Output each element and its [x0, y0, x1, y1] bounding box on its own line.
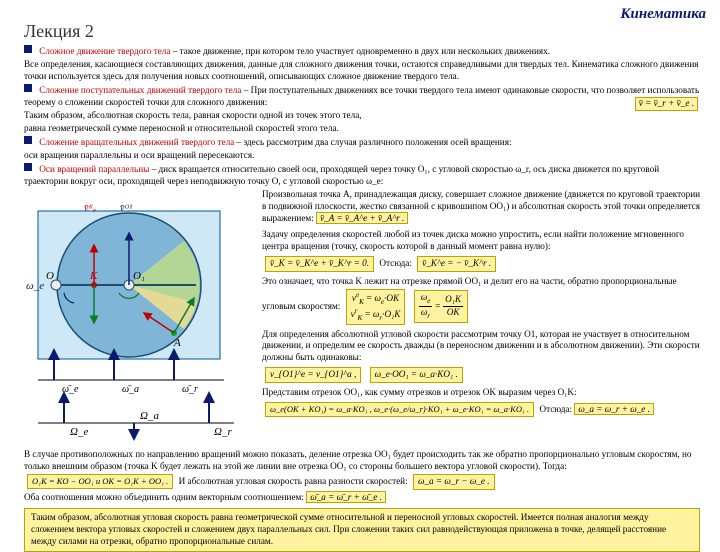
svg-text:v̄ᴼ¹: v̄ᴼ¹: [120, 203, 132, 214]
r3-row: Это означает, что точка K лежит на отрез…: [262, 276, 702, 326]
eq-vec: ω̄_a = ω̄_r + ω̄_e .: [306, 491, 386, 503]
svg-text:Ω_a: Ω_a: [140, 410, 159, 422]
bullet-4: Оси вращений параллельны – диск вращаетс…: [24, 163, 704, 188]
svg-text:Ω_r: Ω_r: [214, 426, 232, 438]
square-bullet-icon: [24, 84, 32, 92]
square-bullet-icon: [24, 163, 32, 171]
r5-eq: ω_e(OK + KO₁) = ω_a·KO₁ , ω_e·(ω_e/ω_r)·…: [262, 401, 702, 418]
eq-long: ω_e(OK + KO₁) = ω_a·KO₁ , ω_e·(ω_e/ω_r)·…: [265, 402, 534, 417]
square-bullet-icon: [24, 45, 32, 53]
b2-head: Сложение поступательных движений твердог…: [39, 85, 241, 95]
p4: оси вращения параллельны и оси вращений …: [24, 150, 704, 162]
eq-vO1b: ω_e·OO₁ = ω_a·KO₁ .: [370, 367, 463, 383]
b3-tail: – здесь рассмотрим два случая различного…: [237, 137, 512, 147]
bullet-2: Сложение поступательных движений твердог…: [24, 84, 704, 109]
eq-diff: ω_a = ω_r − ω_e .: [413, 474, 495, 490]
svg-text:O: O: [46, 270, 54, 282]
eq-sum: ω_a = ω_r + ω_e .: [574, 403, 654, 415]
b1-tail: – такое движение, при котором тело участ…: [173, 46, 550, 56]
eq-frac1: ωeωr = O₁KOK: [414, 290, 468, 323]
r5: Представим отрезок OO₁, как сумму отрезк…: [262, 387, 702, 399]
eq-vK1: v̄_K = v̄_K^e + v̄_K^r = 0.: [265, 256, 374, 272]
square-bullet-icon: [24, 136, 32, 144]
b4-head: Оси вращений параллельны: [39, 164, 149, 174]
r2: Задачу определения скоростей любой из то…: [262, 229, 702, 253]
svg-text:Ω_e: Ω_e: [70, 426, 88, 438]
svg-text:A: A: [173, 337, 181, 349]
b1-head: Сложное движение твердого тела: [39, 46, 170, 56]
svg-text:K: K: [89, 270, 98, 282]
topic-title: Кинематика: [620, 5, 706, 25]
p1: Все определения, касающиеся составляющих…: [24, 59, 704, 83]
eq-prop: veK = ωe·OKvrK = ωr·O₁K: [346, 289, 406, 325]
r2-eq: v̄_K = v̄_K^e + v̄_K^r = 0. Отсюда: v̄_K…: [262, 255, 702, 273]
r1: Произвольная точка A, принадлежащая диск…: [262, 189, 702, 225]
b3-head: Сложение вращательных движений твердого …: [39, 137, 234, 147]
lecture-title: Лекция 2: [24, 20, 710, 43]
eq-vO1a: v_{O1}^e = v_{O1}^a ,: [265, 367, 361, 383]
r4: Для определения абсолютной угловой скоро…: [262, 329, 702, 365]
svg-text:ω̄_a: ω̄_a: [122, 384, 139, 395]
r2a: Отсюда:: [379, 258, 412, 268]
bottom1: В случае противоположных по направлению …: [24, 449, 692, 471]
svg-text:ω̄_r: ω̄_r: [182, 384, 198, 395]
bullet-1: Сложное движение твердого тела – такое д…: [24, 45, 704, 58]
eq-vA: v̄_A = v̄_A^e + v̄_A^r .: [316, 212, 408, 224]
bottom2-row: Оба соотношения можно объединить одним в…: [24, 492, 704, 504]
summary-band: Таким образом, абсолютная угловая скорос…: [24, 508, 700, 552]
bottom2: Оба соотношения можно объединить одним в…: [24, 492, 304, 502]
p3: равна геометрической сумме переносной и …: [24, 123, 704, 135]
svg-text:ω_e: ω_e: [26, 280, 44, 292]
svg-text:v̄ᴷₑ: v̄ᴷₑ: [84, 203, 96, 214]
p2: Таким образом, абсолютная скорость тела,…: [24, 110, 704, 122]
eq-vK2: v̄_K^e = − v̄_K^r .: [417, 256, 496, 272]
right-column: Произвольная точка A, принадлежащая диск…: [262, 189, 702, 418]
bottom1a: И абсолютная угловая скорость равна разн…: [179, 476, 408, 486]
svg-text:O₁: O₁: [133, 270, 145, 282]
bottom1-row: В случае противоположных по направлению …: [24, 449, 704, 491]
r5a: Отсюда:: [539, 404, 572, 414]
r3: Это означает, что точка K лежит на отрез…: [262, 276, 677, 311]
bullet-3: Сложение вращательных движений твердого …: [24, 136, 704, 149]
eq-diff-parts: O₁K = KO − OO₁ и OK = O₁K + OO₁ .: [27, 474, 173, 489]
r4-eq: v_{O1}^e = v_{O1}^a , ω_e·OO₁ = ω_a·KO₁ …: [262, 366, 702, 384]
eq-v-abs: v̄ = v̄_r + v̄_e .: [635, 97, 698, 111]
kinematics-diagram: O O₁ K A ω_e v̄ᴷₑ v̄ᴼ¹ ω̄_e ω̄_a ω̄_r: [24, 193, 252, 443]
